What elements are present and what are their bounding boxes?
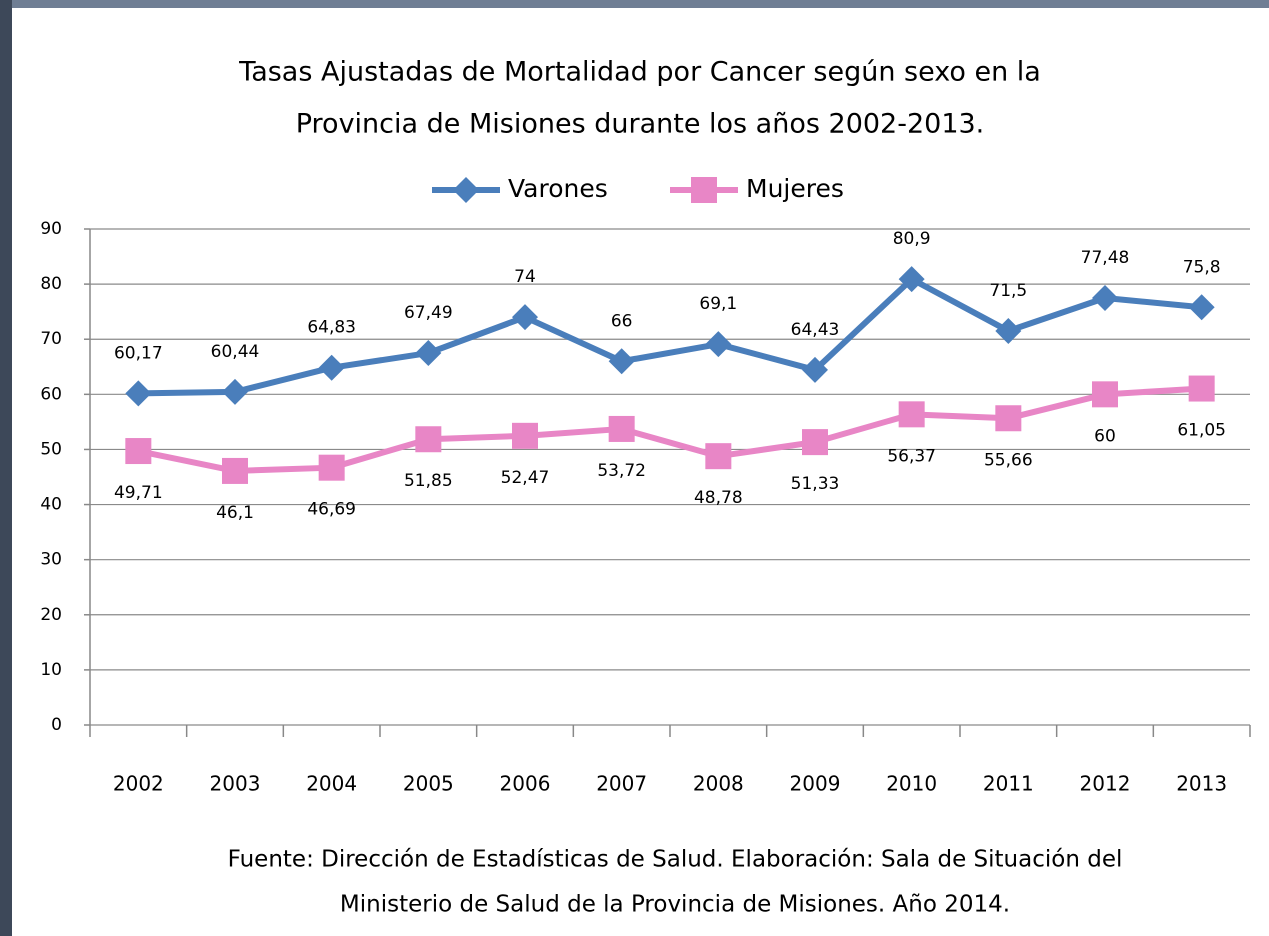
data-point xyxy=(318,454,345,481)
data-label: 71,5 xyxy=(989,281,1027,301)
data-point xyxy=(1188,294,1215,321)
data-label: 53,72 xyxy=(597,461,646,481)
x-tick-label: 2012 xyxy=(1080,772,1131,796)
y-tick-label: 10 xyxy=(40,660,62,680)
source-note: Ministerio de Salud de la Provincia de M… xyxy=(340,892,1010,918)
data-label: 60 xyxy=(1094,426,1116,446)
x-tick-label: 2008 xyxy=(693,772,744,796)
data-label: 60,44 xyxy=(211,342,260,362)
x-tick-label: 2009 xyxy=(790,772,841,796)
data-label: 52,47 xyxy=(501,468,550,488)
data-point xyxy=(705,443,732,470)
legend-label: Mujeres xyxy=(746,174,844,203)
x-tick-label: 2007 xyxy=(596,772,647,796)
data-label: 75,8 xyxy=(1183,257,1221,277)
x-tick-label: 2002 xyxy=(113,772,164,796)
data-point xyxy=(318,354,345,381)
y-tick-label: 90 xyxy=(40,219,62,239)
legend-label: Varones xyxy=(508,174,608,203)
x-tick-label: 2011 xyxy=(983,772,1034,796)
data-point xyxy=(1092,284,1118,311)
x-tick-label: 2004 xyxy=(306,772,357,796)
y-tick-label: 60 xyxy=(40,384,62,404)
data-point xyxy=(898,401,925,428)
data-point xyxy=(802,356,828,383)
y-tick-label: 50 xyxy=(40,439,62,459)
chart-title: Tasas Ajustadas de Mortalidad por Cancer… xyxy=(238,57,1041,88)
data-label: 64,83 xyxy=(307,318,356,338)
data-label: 51,85 xyxy=(404,471,453,491)
legend-marker xyxy=(453,177,479,203)
data-label: 56,37 xyxy=(887,446,936,466)
data-point xyxy=(415,340,442,367)
data-label: 74 xyxy=(514,267,536,287)
data-point xyxy=(512,422,538,449)
data-point xyxy=(222,378,248,405)
y-tick-label: 40 xyxy=(40,495,62,515)
series-line xyxy=(137,385,1202,474)
data-label: 61,05 xyxy=(1177,421,1226,441)
data-label: 67,49 xyxy=(404,303,453,323)
data-label: 51,33 xyxy=(791,474,840,494)
data-point xyxy=(995,405,1022,432)
x-tick-label: 2013 xyxy=(1176,772,1227,796)
data-point xyxy=(802,429,828,456)
source-note: Fuente: Dirección de Estadísticas de Sal… xyxy=(228,847,1123,873)
x-tick-label: 2005 xyxy=(403,772,454,796)
data-point xyxy=(898,266,925,293)
x-tick-label: 2010 xyxy=(886,772,937,796)
data-label: 69,1 xyxy=(699,294,737,314)
data-label: 48,78 xyxy=(694,488,743,508)
data-point xyxy=(705,331,732,358)
x-tick-label: 2006 xyxy=(500,772,551,796)
chart-title: Provincia de Misiones durante los años 2… xyxy=(296,109,985,140)
data-label: 80,9 xyxy=(893,229,931,249)
data-point xyxy=(608,348,635,375)
data-label: 49,71 xyxy=(114,483,163,503)
data-point xyxy=(608,415,635,442)
data-label: 64,43 xyxy=(791,320,840,340)
data-label: 46,69 xyxy=(307,500,356,520)
data-label: 46,1 xyxy=(216,503,254,523)
legend-marker xyxy=(691,177,717,203)
data-label: 66 xyxy=(611,311,633,331)
data-point xyxy=(1092,381,1118,408)
data-label: 60,17 xyxy=(114,343,163,363)
data-point xyxy=(1188,375,1215,402)
data-point xyxy=(125,438,152,465)
data-point xyxy=(222,457,248,484)
y-tick-label: 20 xyxy=(40,605,62,625)
data-label: 77,48 xyxy=(1081,248,1130,268)
y-tick-label: 80 xyxy=(40,274,62,294)
data-point xyxy=(125,380,152,407)
data-point xyxy=(415,426,442,453)
y-tick-label: 70 xyxy=(40,329,62,349)
y-tick-label: 0 xyxy=(51,715,62,735)
series-line xyxy=(138,276,1202,397)
data-point xyxy=(512,304,538,331)
chart-panel xyxy=(12,8,1269,936)
data-point xyxy=(995,317,1022,344)
data-label: 55,66 xyxy=(984,450,1033,470)
y-tick-label: 30 xyxy=(40,550,62,570)
left-strip xyxy=(0,0,12,936)
x-tick-label: 2003 xyxy=(210,772,261,796)
